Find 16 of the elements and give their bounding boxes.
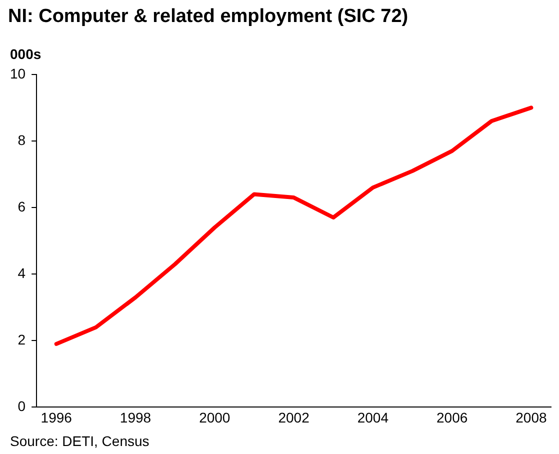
y-tick-label: 8	[18, 132, 26, 148]
x-tick-label: 2008	[516, 409, 547, 426]
x-tick-label: 2006	[436, 409, 468, 426]
source-note: Source: DETI, Census	[10, 433, 150, 449]
y-tick-label: 10	[10, 65, 26, 82]
y-axis-title: 000s	[10, 46, 42, 62]
y-tick-label: 2	[18, 332, 26, 348]
x-tick-label: 2000	[199, 409, 230, 426]
y-tick-label: 4	[18, 264, 26, 281]
x-tick-label: 2002	[278, 409, 310, 426]
x-tick-label: 1996	[40, 409, 72, 426]
x-tick-label: 1998	[120, 409, 152, 426]
x-tick-label: 2004	[357, 409, 389, 426]
y-tick-label: 0	[18, 398, 26, 414]
y-tick-label: 6	[18, 198, 26, 214]
chart-title: NI: Computer & related employment (SIC 72)	[8, 6, 408, 28]
